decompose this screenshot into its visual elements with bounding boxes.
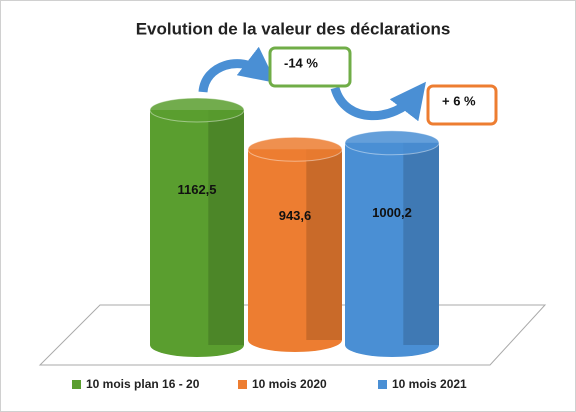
data-label: 1162,5 (177, 182, 216, 197)
annotation-box (426, 84, 498, 126)
cylinder-top (247, 136, 343, 162)
annotation: -14 % (284, 55, 318, 70)
legend-label: 10 mois plan 16 - 20 (86, 377, 200, 391)
cylinder-top (149, 97, 245, 123)
annotation: + 6 % (442, 93, 476, 108)
legend-swatch (238, 380, 247, 389)
legend-swatch (378, 380, 387, 389)
bar (150, 110, 244, 345)
arrow (198, 46, 277, 93)
bar (248, 149, 342, 340)
bar (345, 142, 439, 345)
chart-title: Evolution de la valeur des déclarations (136, 19, 451, 38)
bar-shade (403, 142, 439, 345)
arrow (330, 81, 426, 122)
legend-swatch (72, 380, 81, 389)
data-label: 1000,2 (372, 205, 412, 220)
bar-shade (208, 110, 244, 345)
legend-label: 10 mois 2021 (392, 377, 467, 391)
bar-shade (306, 149, 342, 340)
legend-label: 10 mois 2020 (252, 377, 327, 391)
data-label: 943,6 (279, 208, 312, 223)
cylinder-top (344, 130, 440, 156)
annotation-box (268, 46, 352, 88)
